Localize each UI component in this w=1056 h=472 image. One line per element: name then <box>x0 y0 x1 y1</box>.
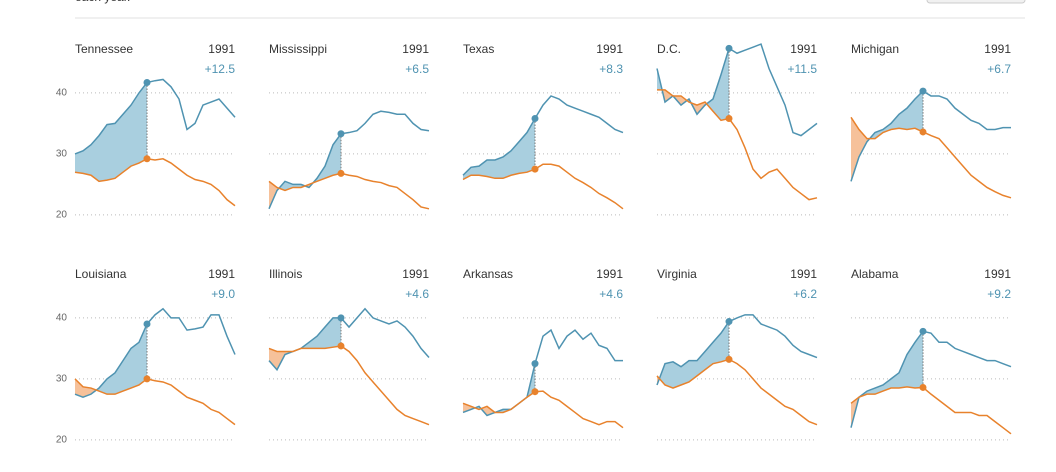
panel-title: D.C. <box>657 42 681 56</box>
panel-title: Louisiana <box>75 267 127 281</box>
series-line <box>74 78 236 155</box>
highlight-dot <box>337 342 345 350</box>
gap-fill <box>657 50 729 121</box>
series-line <box>462 390 624 429</box>
y-tick-label: 40 <box>56 88 68 99</box>
gap-fill <box>851 331 923 404</box>
panel-title: Virginia <box>657 267 697 281</box>
panel-title: Illinois <box>269 267 302 281</box>
gap-fill <box>75 324 147 395</box>
highlight-dot <box>531 360 539 368</box>
gap-fill <box>269 133 341 191</box>
series-line <box>850 116 1012 199</box>
highlight-dot <box>725 355 733 363</box>
annotation: +12.5 <box>205 62 236 76</box>
y-tick-label: 30 <box>56 149 68 160</box>
series-line <box>850 330 1012 428</box>
gap-fill <box>463 118 535 180</box>
highlight-dot <box>919 87 927 95</box>
highlight-dot <box>725 44 733 52</box>
series-line <box>850 90 1011 182</box>
highlight-year: 1991 <box>596 267 623 281</box>
series-line <box>74 158 236 207</box>
gap-fill <box>851 91 923 139</box>
gap-fill <box>269 345 341 370</box>
highlight-dot <box>919 327 927 335</box>
gap-fill <box>75 82 147 182</box>
header-text: each year. <box>75 0 130 4</box>
annotation: +4.6 <box>405 287 429 301</box>
panel-title: Arkansas <box>463 267 513 281</box>
series-line <box>656 43 818 137</box>
annotation: +4.6 <box>599 287 623 301</box>
panel-title: Mississippi <box>269 42 327 56</box>
highlight-dot <box>531 115 539 123</box>
y-tick-label: 40 <box>56 313 68 324</box>
highlight-year: 1991 <box>402 267 429 281</box>
series-line <box>656 358 818 426</box>
highlight-dot <box>919 383 927 391</box>
gap-fill <box>269 173 341 209</box>
highlight-dot <box>725 318 733 326</box>
series-line <box>462 163 624 210</box>
highlight-year: 1991 <box>984 267 1011 281</box>
panel-title: Tennessee <box>75 42 133 56</box>
series-line <box>268 110 430 210</box>
series-line <box>74 378 236 426</box>
series-line <box>74 307 236 399</box>
highlight-dot <box>143 320 151 328</box>
gap-fill <box>657 321 729 389</box>
panel-title: Texas <box>463 42 494 56</box>
highlight-year: 1991 <box>790 42 817 56</box>
annotation: +9.0 <box>211 287 235 301</box>
series-line <box>657 89 818 201</box>
series-line <box>268 345 430 426</box>
highlight-dot <box>725 115 733 123</box>
gap-fill <box>269 317 341 352</box>
highlight-year: 1991 <box>790 267 817 281</box>
y-tick-label: 20 <box>56 210 68 221</box>
annotation: +6.2 <box>793 287 817 301</box>
highlight-year: 1991 <box>984 42 1011 56</box>
highlight-dot <box>337 130 345 138</box>
highlight-dot <box>531 165 539 173</box>
panel-title: Michigan <box>851 42 899 56</box>
annotation: +8.3 <box>599 62 623 76</box>
highlight-dot <box>143 375 151 383</box>
highlight-dot <box>531 388 539 396</box>
annotation: +6.5 <box>405 62 429 76</box>
panel-title: Alabama <box>851 267 899 281</box>
series-line <box>462 328 623 417</box>
highlight-year: 1991 <box>208 267 235 281</box>
highlight-dot <box>143 79 151 87</box>
button[interactable] <box>926 0 1026 4</box>
series-line <box>850 386 1012 435</box>
series-line <box>656 314 818 386</box>
highlight-year: 1991 <box>596 42 623 56</box>
highlight-dot <box>143 155 151 163</box>
highlight-dot <box>337 169 345 177</box>
series-line <box>462 95 624 176</box>
annotation: +6.7 <box>987 62 1011 76</box>
y-tick-label: 20 <box>56 435 68 446</box>
highlight-dot <box>337 314 345 322</box>
gap-fill <box>463 363 535 413</box>
y-tick-label: 30 <box>56 374 68 385</box>
highlight-dot <box>919 128 927 136</box>
highlight-year: 1991 <box>402 42 429 56</box>
highlight-year: 1991 <box>208 42 235 56</box>
annotation: +9.2 <box>987 287 1011 301</box>
series-line <box>268 172 430 210</box>
annotation: +11.5 <box>788 62 818 76</box>
